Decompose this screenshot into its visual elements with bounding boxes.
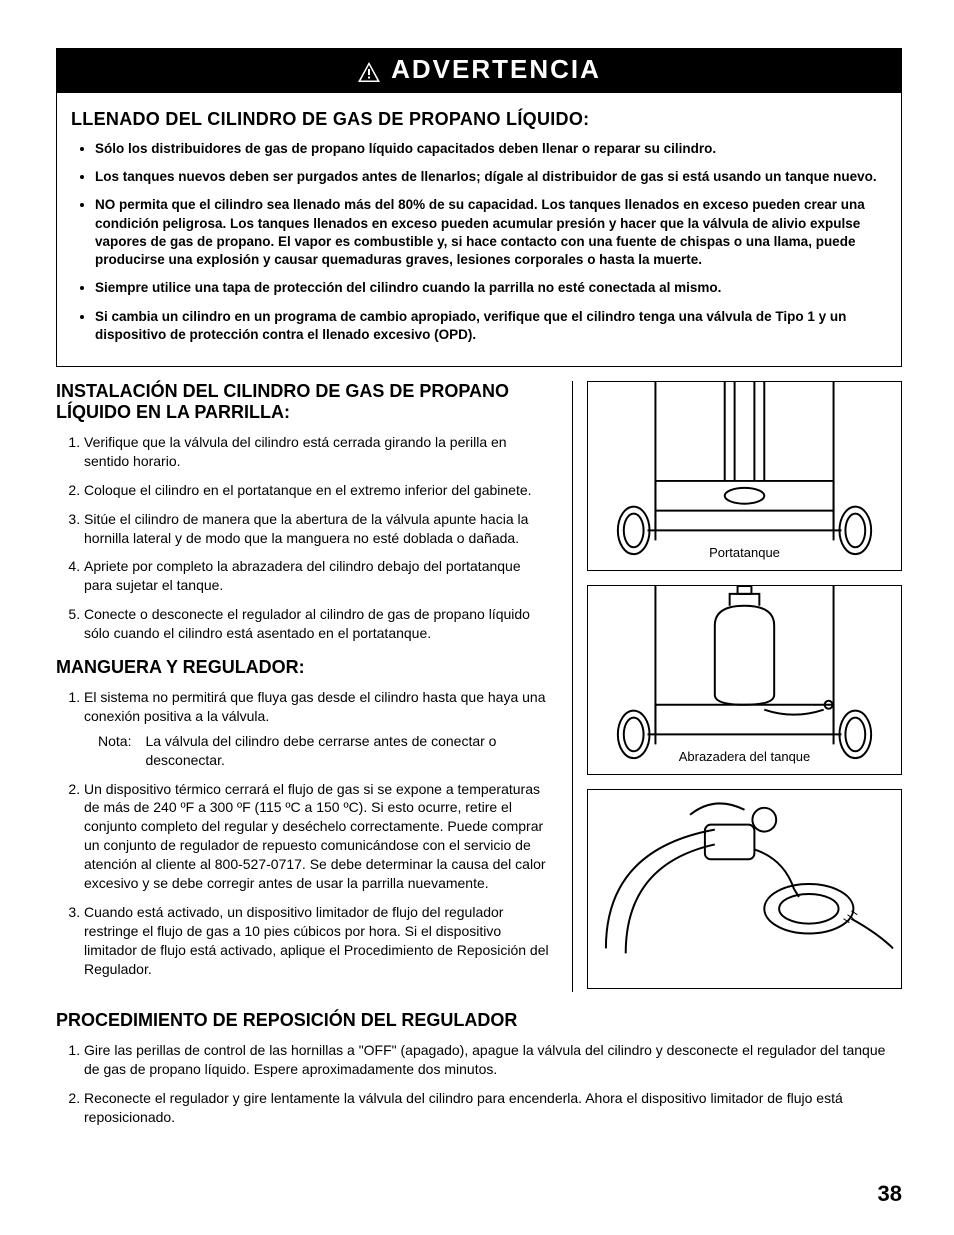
warning-bullet: Sólo los distribuidores de gas de propan… xyxy=(95,140,887,158)
banner-label: ADVERTENCIA xyxy=(391,54,601,85)
warning-bullet: Si cambia un cilindro en un programa de … xyxy=(95,308,887,344)
install-steps: Verifique que la válvula del cilindro es… xyxy=(56,433,550,643)
install-step: Conecte o desconecte el regulador al cil… xyxy=(84,605,550,643)
figure-caption: Portatanque xyxy=(705,545,784,560)
page-number: 38 xyxy=(878,1181,902,1207)
reset-heading: PROCEDIMIENTO DE REPOSICIÓN DEL REGULADO… xyxy=(56,1010,902,1031)
warning-bullet: Siempre utilice una tapa de protección d… xyxy=(95,279,887,297)
note-label: Nota: xyxy=(98,732,131,770)
right-column-figures: Portatanque xyxy=(572,381,902,992)
warning-bullet: NO permita que el cilindro sea llenado m… xyxy=(95,196,887,269)
left-column: INSTALACIÓN DEL CILINDRO DE GAS DE PROPA… xyxy=(56,381,556,992)
hose-steps: El sistema no permitirá que fluya gas de… xyxy=(56,688,550,978)
reset-step: Reconecte el regulador y gire lentamente… xyxy=(84,1089,902,1127)
warning-triangle-icon xyxy=(357,59,381,81)
install-step: Apriete por completo la abrazadera del c… xyxy=(84,557,550,595)
figure-portatanque: Portatanque xyxy=(587,381,902,571)
hose-heading: MANGUERA Y REGULADOR: xyxy=(56,657,550,678)
portatanque-illustration-icon xyxy=(588,382,901,570)
tank-clamp-illustration-icon xyxy=(588,586,901,774)
regulator-illustration-icon xyxy=(588,790,901,988)
figure-tank-clamp: Abrazadera del tanque xyxy=(587,585,902,775)
warning-banner: ADVERTENCIA xyxy=(56,48,902,93)
reset-step: Gire las perillas de control de las horn… xyxy=(84,1041,902,1079)
hose-step: El sistema no permitirá que fluya gas de… xyxy=(84,688,550,770)
warning-box: LLENADO DEL CILINDRO DE GAS DE PROPANO L… xyxy=(56,93,902,367)
warning-bullets: Sólo los distribuidores de gas de propan… xyxy=(71,140,887,344)
note-text: La válvula del cilindro debe cerrarse an… xyxy=(145,732,550,770)
hose-step: Un dispositivo térmico cerrará el flujo … xyxy=(84,780,550,893)
reset-steps: Gire las perillas de control de las horn… xyxy=(56,1041,902,1127)
two-column-region: INSTALACIÓN DEL CILINDRO DE GAS DE PROPA… xyxy=(56,381,902,992)
warning-bullet: Los tanques nuevos deben ser purgados an… xyxy=(95,168,887,186)
figure-caption: Abrazadera del tanque xyxy=(675,749,815,764)
install-step: Coloque el cilindro en el portatanque en… xyxy=(84,481,550,500)
install-step: Verifique que la válvula del cilindro es… xyxy=(84,433,550,471)
install-heading: INSTALACIÓN DEL CILINDRO DE GAS DE PROPA… xyxy=(56,381,550,423)
hose-step-text: El sistema no permitirá que fluya gas de… xyxy=(84,689,546,724)
reset-section: PROCEDIMIENTO DE REPOSICIÓN DEL REGULADO… xyxy=(56,1010,902,1127)
install-step: Sitúe el cilindro de manera que la abert… xyxy=(84,510,550,548)
figure-regulator xyxy=(587,789,902,989)
hose-note: Nota: La válvula del cilindro debe cerra… xyxy=(98,732,550,770)
hose-step: Cuando está activado, un dispositivo lim… xyxy=(84,903,550,979)
warning-heading: LLENADO DEL CILINDRO DE GAS DE PROPANO L… xyxy=(71,109,887,130)
